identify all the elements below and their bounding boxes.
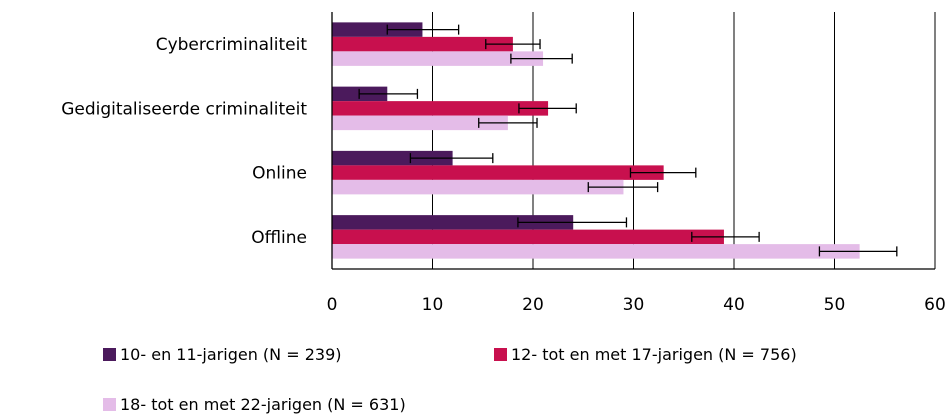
category-label: Gedigitaliseerde criminaliteit [61, 99, 307, 119]
bar [332, 179, 624, 195]
legend-label: 18- tot en met 22-jarigen (N = 631) [120, 395, 406, 414]
axes [331, 12, 935, 270]
bar [332, 229, 724, 245]
bar [332, 22, 423, 37]
legend-swatch [103, 398, 116, 411]
bar [332, 244, 860, 259]
category-label: Online [252, 164, 307, 184]
bars [332, 22, 860, 259]
bar [332, 36, 513, 52]
bar [332, 150, 453, 166]
x-tick-label: 60 [924, 295, 946, 315]
legend: 10- en 11-jarigen (N = 239) 12- tot en me… [103, 345, 797, 414]
legend-label: 10- en 11-jarigen (N = 239) [120, 345, 342, 364]
x-tick-label: 0 [327, 295, 338, 315]
legend-swatch [103, 348, 116, 361]
bar [332, 115, 508, 131]
category-label: Offline [251, 228, 307, 248]
x-tick-label: 50 [824, 295, 846, 315]
x-tick-label: 10 [422, 295, 444, 315]
bar [332, 51, 544, 66]
bar [332, 165, 664, 180]
x-tick-label: 20 [522, 295, 544, 315]
bar [332, 101, 549, 116]
x-tick-label: 30 [623, 295, 645, 315]
category-label: Cybercriminaliteit [156, 35, 308, 55]
legend-swatch [494, 348, 507, 361]
legend-label: 12- tot en met 17-jarigen (N = 756) [511, 345, 797, 364]
x-tick-labels: 0 10 20 30 40 50 60 [327, 295, 946, 315]
error-bars [358, 24, 898, 257]
x-tick-label: 40 [723, 295, 745, 315]
bar [332, 215, 574, 230]
category-labels: Cybercriminaliteit Gedigitaliseerde crimi… [61, 35, 307, 248]
